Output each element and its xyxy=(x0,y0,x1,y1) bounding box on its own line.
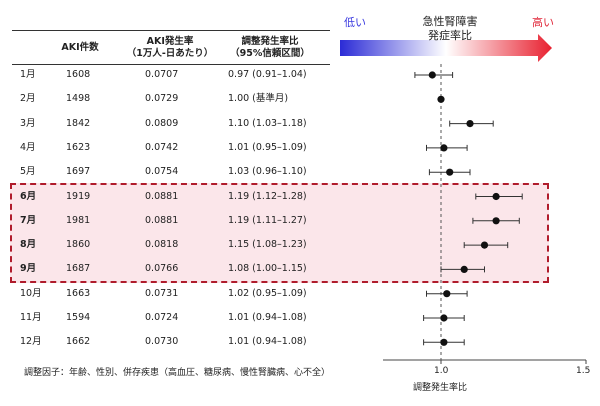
count-cell: 1842 xyxy=(66,117,91,129)
rate-cell: 0.0731 xyxy=(145,287,179,299)
header-ratio-line2: （95%信頼区間） xyxy=(230,48,310,59)
ratio-cell: 1.10 (1.03–1.18) xyxy=(228,117,307,129)
legend-high-label: 高い xyxy=(532,16,554,29)
table-header-rule xyxy=(12,64,330,65)
footnote: 調整因子：年齢、性別、併存疾患（高血圧、糖尿病、慢性腎臓病、心不全） xyxy=(24,368,331,378)
estimate-point xyxy=(443,290,451,298)
ratio-cell: 1.00 (基準月) xyxy=(228,93,289,105)
rate-cell: 0.0881 xyxy=(145,214,179,226)
ratio-cell: 1.03 (0.96–1.10) xyxy=(228,166,307,178)
ratio-cell: 1.15 (1.08–1.23) xyxy=(228,239,307,251)
ratio-cell: 1.01 (0.94–1.08) xyxy=(228,336,307,348)
estimate-point xyxy=(428,71,436,79)
ratio-cell: 1.02 (0.95–1.09) xyxy=(228,287,307,299)
month-cell: 6月 xyxy=(20,190,37,202)
estimate-point xyxy=(480,241,489,249)
ratio-cell: 0.97 (0.91–1.04) xyxy=(228,69,307,80)
ratio-cell: 1.19 (1.12–1.28) xyxy=(228,190,307,202)
rate-cell: 0.0818 xyxy=(145,239,179,251)
month-cell: 1月 xyxy=(20,69,36,80)
gradient-arrow xyxy=(340,34,552,62)
ratio-cell: 1.08 (1.00–1.15) xyxy=(228,263,307,275)
month-cell: 4月 xyxy=(20,141,36,153)
estimate-point xyxy=(492,192,500,201)
x-tick-label: 1.5 xyxy=(576,366,591,376)
rate-cell: 0.0730 xyxy=(145,336,179,348)
ratio-cell: 1.01 (0.95–1.09) xyxy=(228,141,307,153)
header-rate-line1: AKI発生率 xyxy=(146,36,194,47)
month-cell: 12月 xyxy=(20,336,42,348)
count-cell: 1623 xyxy=(66,141,91,153)
header-ratio-line1: 調整発生率比 xyxy=(241,36,299,47)
month-cell: 11月 xyxy=(20,312,42,323)
rate-cell: 0.0724 xyxy=(145,312,179,323)
month-cell: 2月 xyxy=(20,93,36,105)
month-cell: 10月 xyxy=(20,287,42,299)
month-cell: 7月 xyxy=(20,214,37,226)
rate-cell: 0.0809 xyxy=(145,117,179,129)
count-cell: 1860 xyxy=(66,239,91,251)
count-cell: 1919 xyxy=(66,190,91,202)
count-cell: 1662 xyxy=(66,336,91,348)
count-cell: 1981 xyxy=(66,214,91,226)
legend-low-label: 低い xyxy=(344,16,366,29)
summer-highlight-box xyxy=(10,183,549,283)
rate-cell: 0.0729 xyxy=(145,93,179,105)
table-top-rule xyxy=(12,30,330,31)
rate-cell: 0.0707 xyxy=(145,69,179,80)
month-cell: 5月 xyxy=(20,166,36,178)
x-axis-label: 調整発生率比 xyxy=(412,383,467,393)
count-cell: 1608 xyxy=(66,69,91,80)
estimate-point xyxy=(492,217,500,225)
count-cell: 1663 xyxy=(66,287,91,299)
x-tick-label: 1.0 xyxy=(434,366,449,376)
legend-title-line1: 急性腎障害 xyxy=(422,15,478,28)
rate-cell: 0.0742 xyxy=(145,141,179,153)
count-cell: 1498 xyxy=(66,93,91,105)
count-cell: 1594 xyxy=(66,312,91,323)
ratio-cell: 1.01 (0.94–1.08) xyxy=(228,312,307,323)
estimate-point xyxy=(440,314,448,322)
legend-title-line2: 発症率比 xyxy=(428,29,472,42)
estimate-point xyxy=(440,338,448,346)
header-aki-count: AKI件数 xyxy=(61,42,99,53)
month-cell: 8月 xyxy=(20,239,37,251)
month-cell: 3月 xyxy=(20,117,36,129)
estimate-point xyxy=(466,120,474,128)
estimate-point xyxy=(460,265,468,273)
rate-cell: 0.0881 xyxy=(145,190,179,202)
month-cell: 9月 xyxy=(20,263,37,275)
count-cell: 1697 xyxy=(66,166,91,178)
header-rate-line2: （1万人-日あたり） xyxy=(126,48,214,59)
rate-cell: 0.0766 xyxy=(145,263,179,275)
estimate-point xyxy=(437,95,445,103)
estimate-point xyxy=(446,168,454,176)
ratio-cell: 1.19 (1.11–1.27) xyxy=(228,214,307,226)
rate-cell: 0.0754 xyxy=(145,166,179,178)
count-cell: 1687 xyxy=(66,263,91,275)
estimate-point xyxy=(440,144,448,152)
